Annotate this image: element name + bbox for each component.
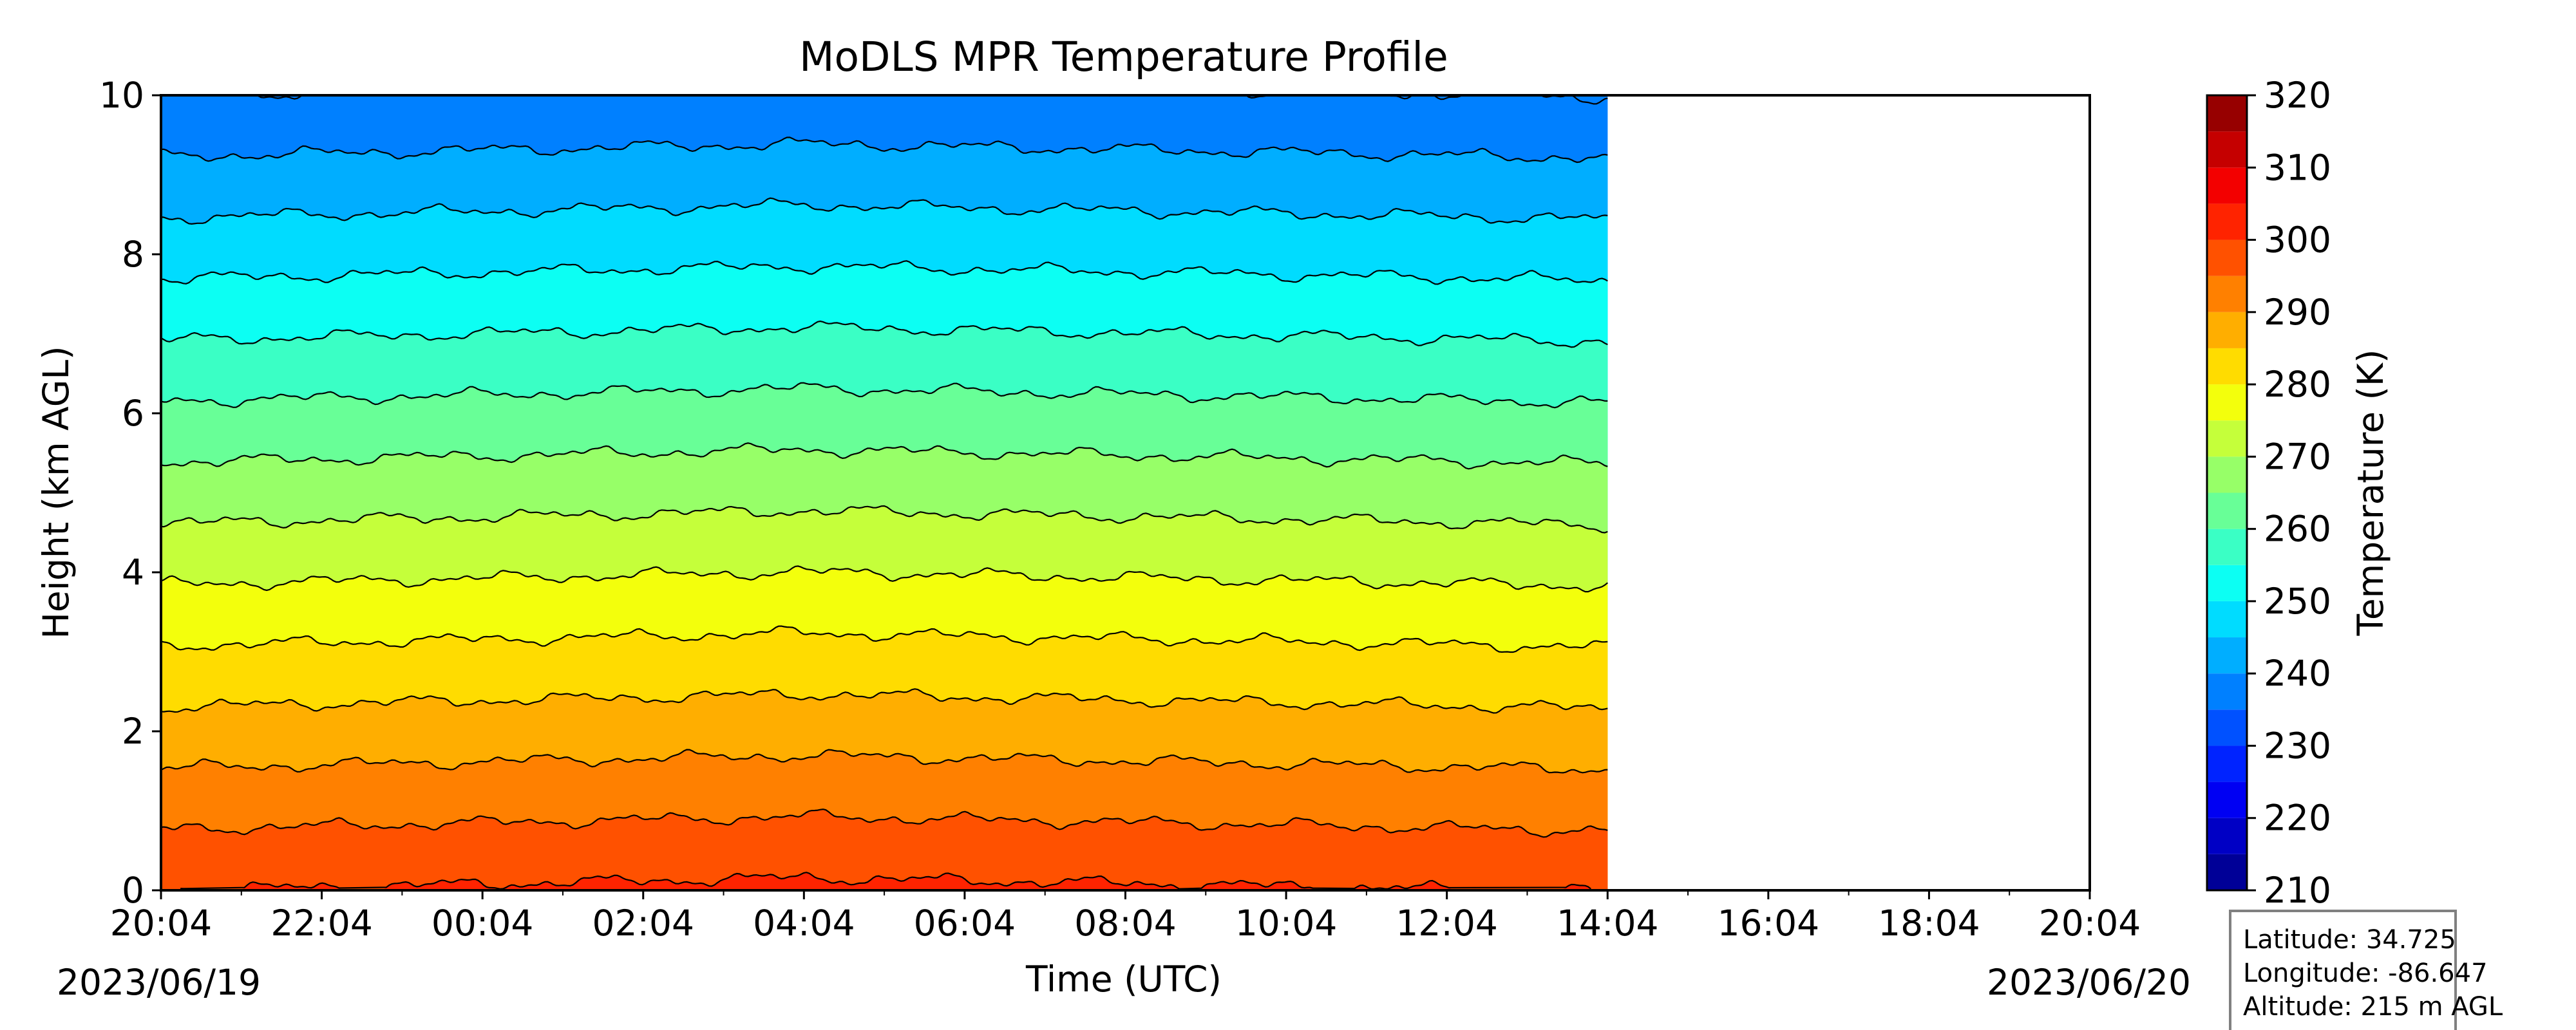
station-info-box: Latitude: 34.725 Longitude: -86.647 Alti…	[2229, 910, 2503, 1030]
x-tick-label: 22:04	[270, 903, 373, 944]
y-tick-label: 4	[122, 552, 144, 593]
y-axis: 0 2 4 6 8 10	[99, 75, 161, 911]
colorbar-tick-label: 320	[2264, 75, 2331, 116]
isotherm-255k	[161, 320, 1608, 348]
y-tick-label: 6	[122, 393, 144, 434]
colorbar-label: Temperature (K)	[2350, 350, 2391, 637]
y-tick-label: 8	[122, 234, 144, 275]
colorbar-tick-label: 300	[2264, 220, 2331, 261]
x-tick-label: 20:04	[2039, 903, 2141, 944]
colorbar-tick-label: 210	[2264, 870, 2331, 911]
colorbar-band-295k	[2207, 239, 2247, 276]
info-box-frame	[2229, 910, 2457, 1030]
colorbar-frame	[2206, 94, 2248, 892]
colorbar-band-310k	[2207, 131, 2247, 168]
colorbar-band-240k	[2207, 637, 2247, 674]
y-tick-label: 0	[122, 870, 144, 911]
y-axis-label: Height (km AGL)	[35, 346, 77, 639]
x-tick-label: 02:04	[592, 903, 694, 944]
isotherm-275k	[161, 565, 1608, 593]
colorbar-band-215k	[2207, 818, 2247, 854]
colorbar-band-280k	[2207, 348, 2247, 385]
y-tick-label: 2	[122, 711, 144, 752]
start-date-label: 2023/06/19	[57, 962, 261, 1003]
colorbar-band-225k	[2207, 745, 2247, 782]
isotherm-lines	[161, 95, 1608, 890]
x-tick-label: 12:04	[1396, 903, 1498, 944]
isotherm-285k	[161, 688, 1608, 714]
isotherm-280k	[161, 625, 1608, 653]
isotherm-265k	[161, 442, 1608, 470]
x-axis: 20:04 22:04 00:04 02:04 04:04 06:04 08:04 10:04…	[110, 890, 2141, 944]
x-tick-label: 18:04	[1878, 903, 1980, 944]
colorbar-tick-label: 230	[2264, 725, 2331, 766]
colorbar-band-220k	[2207, 782, 2247, 818]
colorbar-band-265k	[2207, 456, 2247, 493]
longitude-text: Longitude: -86.647	[2243, 959, 2488, 988]
x-tick-label: 04:04	[753, 903, 855, 944]
altitude-text: Altitude: 215 m AGL	[2243, 992, 2503, 1022]
latitude-text: Latitude: 34.725	[2243, 925, 2456, 955]
colorbar-ticks: 210 220 230 240 250 260 270 280 290 300 310 320	[2247, 75, 2331, 911]
plot-area	[160, 94, 2091, 892]
colorbar-band-250k	[2207, 565, 2247, 601]
colorbar-tick-label: 240	[2264, 653, 2331, 694]
x-axis-label: Time (UTC)	[1025, 959, 1222, 1000]
temperature-bands	[161, 95, 1608, 890]
colorbar-band-235k	[2207, 673, 2247, 710]
y-tick-label: 10	[99, 75, 144, 116]
colorbar-tick-label: 310	[2264, 147, 2331, 188]
colorbar-band-285k	[2207, 312, 2247, 348]
chart-title: MoDLS MPR Temperature Profile	[799, 33, 1448, 80]
isotherm-270k	[161, 505, 1608, 534]
x-tick-label: 00:04	[431, 903, 534, 944]
colorbar-band-245k	[2207, 601, 2247, 638]
colorbar-tick-label: 220	[2264, 798, 2331, 839]
x-tick-label: 10:04	[1235, 903, 1338, 944]
colorbar-bands	[2207, 95, 2247, 890]
colorbar-tick-label: 250	[2264, 581, 2331, 622]
isotherm-240k	[161, 136, 1608, 164]
isotherm-300k	[180, 872, 1591, 890]
colorbar-band-210k	[2207, 854, 2247, 890]
isotherm-295k	[161, 808, 1608, 838]
colorbar-band-300k	[2207, 203, 2247, 240]
colorbar-band-260k	[2207, 492, 2247, 529]
x-tick-label: 14:04	[1557, 903, 1659, 944]
colorbar-tick-label: 290	[2264, 292, 2331, 333]
colorbar-tick-label: 280	[2264, 364, 2331, 405]
x-tick-label: 16:04	[1718, 903, 1820, 944]
temperature-band-295k	[161, 809, 1608, 890]
isotherm-245k	[161, 197, 1608, 225]
x-tick-label: 20:04	[110, 903, 213, 944]
colorbar-band-305k	[2207, 167, 2247, 204]
colorbar-band-315k	[2207, 95, 2247, 132]
colorbar-band-230k	[2207, 709, 2247, 746]
isotherm-250k	[161, 260, 1608, 285]
x-tick-label: 06:04	[914, 903, 1016, 944]
isotherm-260k	[161, 382, 1608, 409]
colorbar-tick-label: 260	[2264, 509, 2331, 550]
colorbar-tick-label: 270	[2264, 436, 2331, 477]
end-date-label: 2023/06/20	[1987, 962, 2191, 1003]
colorbar-band-270k	[2207, 420, 2247, 457]
colorbar-band-255k	[2207, 529, 2247, 565]
x-tick-label: 08:04	[1074, 903, 1177, 944]
colorbar-band-290k	[2207, 276, 2247, 312]
isotherm-290k	[161, 749, 1608, 774]
temperature-band-300k	[161, 872, 1608, 890]
colorbar-band-275k	[2207, 384, 2247, 421]
colorbar: 210 220 230 240 250 260 270 280 290 300 310 320 Tem…	[2206, 75, 2391, 911]
